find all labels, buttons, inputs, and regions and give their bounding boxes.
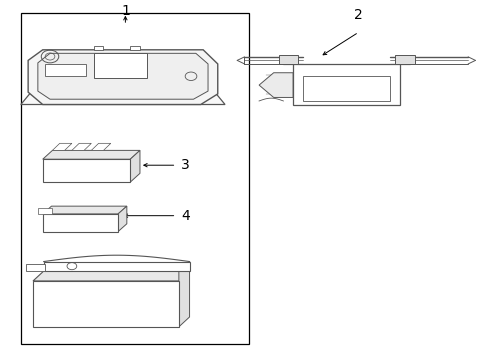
Polygon shape	[42, 206, 126, 214]
Polygon shape	[21, 87, 224, 104]
Polygon shape	[91, 143, 111, 150]
Polygon shape	[45, 64, 86, 76]
Text: 5: 5	[181, 279, 190, 293]
Polygon shape	[42, 159, 130, 182]
Polygon shape	[130, 150, 140, 182]
Polygon shape	[43, 262, 189, 271]
Polygon shape	[42, 150, 140, 159]
Polygon shape	[259, 73, 292, 98]
Polygon shape	[72, 143, 91, 150]
Polygon shape	[130, 46, 140, 50]
Polygon shape	[94, 46, 103, 50]
Text: 4: 4	[181, 209, 190, 223]
Polygon shape	[38, 208, 52, 214]
Text: 1: 1	[121, 4, 129, 18]
Text: 2: 2	[354, 8, 363, 22]
Polygon shape	[42, 214, 118, 231]
Polygon shape	[38, 53, 207, 99]
Polygon shape	[33, 271, 189, 281]
Polygon shape	[28, 50, 217, 104]
Polygon shape	[33, 281, 179, 327]
Polygon shape	[118, 206, 126, 231]
Polygon shape	[52, 143, 72, 150]
Polygon shape	[394, 55, 414, 64]
Polygon shape	[292, 64, 399, 104]
Polygon shape	[94, 53, 147, 78]
Bar	[21, 13, 249, 345]
Polygon shape	[26, 264, 45, 271]
Polygon shape	[179, 262, 189, 327]
Polygon shape	[278, 55, 297, 64]
Text: 3: 3	[181, 158, 190, 172]
